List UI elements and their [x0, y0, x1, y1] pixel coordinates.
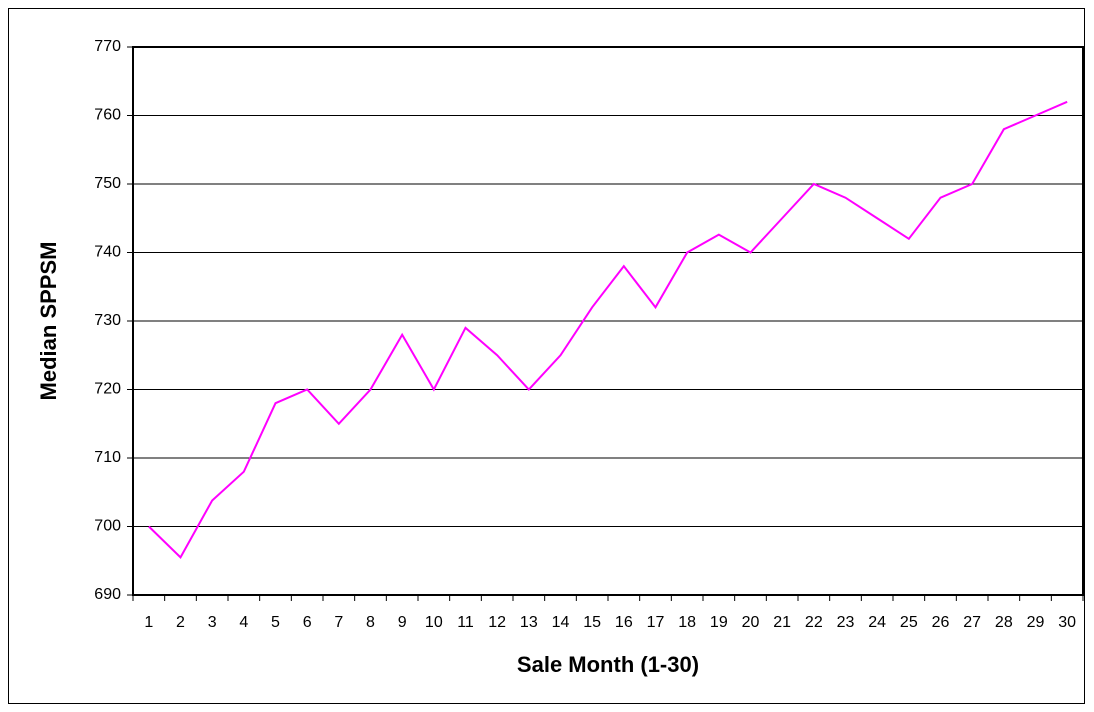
plot-area-border [132, 46, 1084, 596]
x-tick-label: 22 [805, 614, 823, 631]
y-axis-title: Median SPPSM [36, 242, 61, 401]
series-line [148, 100, 1068, 559]
x-tick-label: 1 [144, 614, 153, 631]
x-tick-label: 8 [366, 614, 375, 631]
y-tick-label: 690 [94, 586, 121, 603]
x-tick-label: 20 [742, 614, 760, 631]
x-tick-label: 6 [303, 614, 312, 631]
x-tick-label: 27 [963, 614, 981, 631]
y-tick-label: 700 [94, 518, 121, 535]
x-tick-label: 4 [239, 614, 248, 631]
x-tick-label: 9 [398, 614, 407, 631]
x-tick-label: 19 [710, 614, 728, 631]
x-tick-label: 14 [552, 614, 570, 631]
x-tick-label: 23 [837, 614, 855, 631]
x-axis-title: Sale Month (1-30) [517, 652, 699, 677]
y-tick-label: 710 [94, 449, 121, 466]
y-tick-label: 770 [94, 38, 121, 55]
y-tick-label: 720 [94, 381, 121, 398]
x-tick-label: 3 [208, 614, 217, 631]
x-tick-label: 17 [647, 614, 665, 631]
x-tick-label: 24 [868, 614, 886, 631]
x-tick-label: 15 [583, 614, 601, 631]
x-tick-label: 18 [678, 614, 696, 631]
y-tick-label: 730 [94, 312, 121, 329]
x-tick-label: 5 [271, 614, 280, 631]
x-tick-label: 29 [1027, 614, 1045, 631]
y-tick-label: 750 [94, 175, 121, 192]
chart-border [8, 8, 1085, 704]
x-tick-label: 2 [176, 614, 185, 631]
x-tick-label: 21 [773, 614, 791, 631]
x-tick-label: 13 [520, 614, 538, 631]
x-tick-label: 7 [334, 614, 343, 631]
x-tick-label: 25 [900, 614, 918, 631]
x-tick-label: 12 [488, 614, 506, 631]
x-tick-label: 10 [425, 614, 443, 631]
x-tick-label: 28 [995, 614, 1013, 631]
x-tick-label: 30 [1058, 614, 1076, 631]
x-tick-label: 26 [932, 614, 950, 631]
y-tick-label: 740 [94, 244, 121, 261]
y-tick-label: 760 [94, 107, 121, 124]
x-tick-label: 16 [615, 614, 633, 631]
x-tick-label: 11 [457, 614, 474, 631]
